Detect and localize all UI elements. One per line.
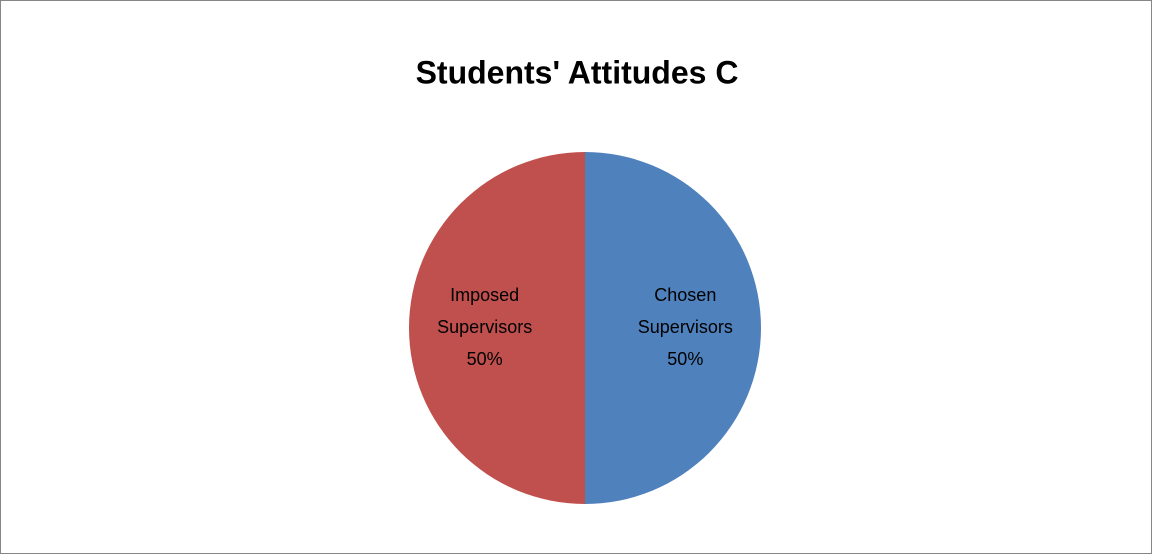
slice-label: Imposed Supervisors 50% (437, 285, 532, 369)
chart-title: Students' Attitudes C (416, 54, 739, 90)
value-label: 50% (467, 349, 503, 369)
pie-slice (409, 152, 585, 504)
value-label: 50% (667, 349, 703, 369)
slice-label: Chosen Supervisors 50% (638, 285, 733, 369)
category-label: Imposed Supervisors (437, 285, 532, 337)
category-label: Chosen Supervisors (638, 285, 733, 337)
pie-slice (585, 152, 761, 504)
